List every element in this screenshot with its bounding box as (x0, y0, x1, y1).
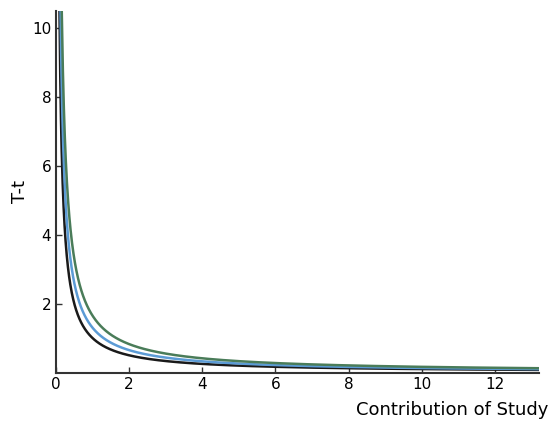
Y-axis label: T-t: T-t (11, 180, 29, 203)
X-axis label: Contribution of Studying: Contribution of Studying (356, 401, 550, 419)
